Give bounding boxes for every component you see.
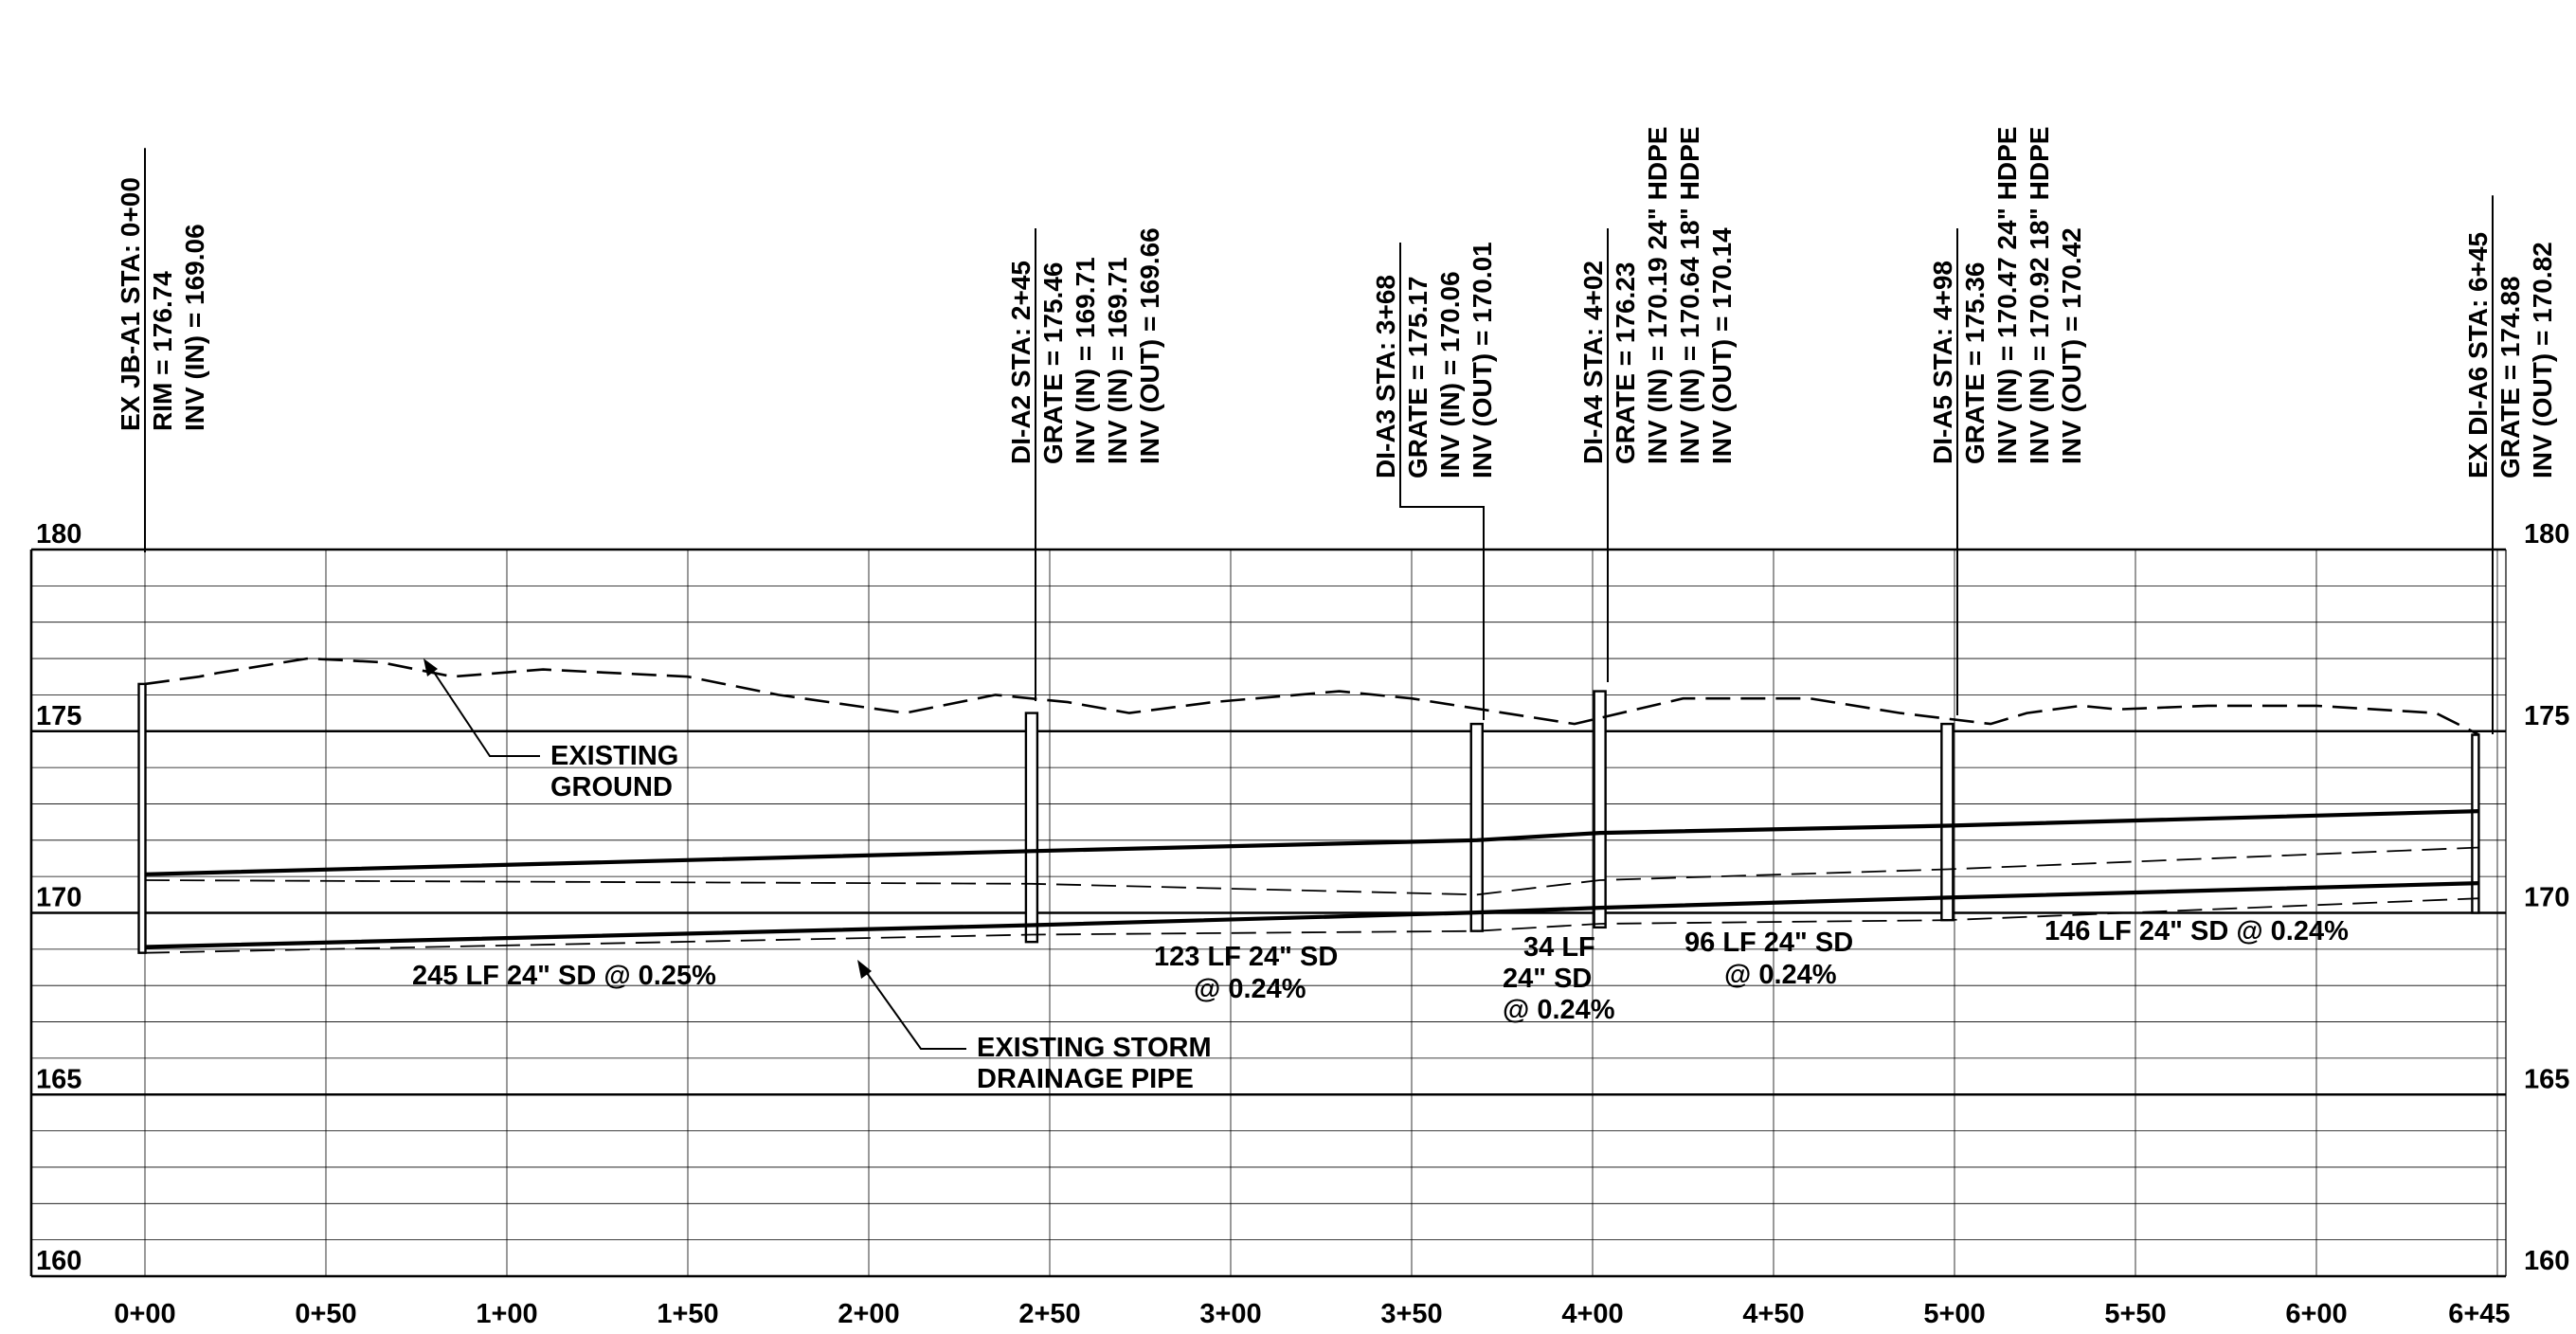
existing-ground-line <box>144 657 2480 736</box>
callout-leader <box>1399 478 1485 720</box>
station-tick-label: 5+00 <box>1923 1299 1985 1329</box>
elevation-tick-label-right: 165 <box>2524 1064 2569 1094</box>
annotation-label: DRAINAGE PIPE <box>977 1064 1194 1094</box>
structure-callout-title: DI-A2 STA: 2+45 <box>1006 261 1036 464</box>
structure-callout-line: INV (OUT) = 170.14 <box>1707 227 1737 464</box>
structure-callout-line: INV (IN) = 170.47 24" HDPE <box>1992 127 2022 464</box>
structure-callouts: EX JB-A1 STA: 0+00 RIM = 176.74 INV (IN) =… <box>116 127 2557 734</box>
existing-pipe-invert-line <box>144 897 2479 954</box>
annotation-label: EXISTING STORM <box>977 1033 1212 1063</box>
station-tick-label: 4+50 <box>1742 1299 1804 1329</box>
structure-callout-line: RIM = 176.74 <box>148 271 177 431</box>
elevation-tick-label-right: 180 <box>2524 519 2569 550</box>
elevation-tick-label-left: 170 <box>36 883 81 913</box>
structure-body <box>1593 690 1607 929</box>
elevation-tick-label-left: 180 <box>36 519 81 550</box>
station-tick-label: 2+50 <box>1018 1299 1080 1329</box>
pipe-crown-line <box>144 809 2479 876</box>
pipe-label: 123 LF 24" SD <box>1154 942 1338 972</box>
structure-callout-line: INV (IN) = 170.64 18" HDPE <box>1675 127 1704 464</box>
structure-callout-title: EX JB-A1 STA: 0+00 <box>116 177 145 431</box>
station-tick-label: 6+45 <box>2448 1299 2510 1329</box>
structure-callout-line: GRATE = 175.17 <box>1403 277 1432 478</box>
station-tick-label: 1+00 <box>476 1299 537 1329</box>
structure-callout-line: GRATE = 175.36 <box>1960 262 1990 464</box>
pipe-label: @ 0.24% <box>1194 974 1306 1004</box>
pipe-label: @ 0.24% <box>1503 995 1615 1025</box>
structure-callout-line: INV (OUT) = 170.01 <box>1468 242 1497 478</box>
structure-body <box>2471 733 2480 914</box>
structure-body <box>137 682 147 954</box>
pipe-invert-line <box>144 881 2479 949</box>
structure-body <box>1024 712 1039 944</box>
annotation-leader <box>866 972 966 1050</box>
annotation-leader <box>432 670 540 757</box>
elevation-tick-label-left: 175 <box>36 701 81 731</box>
annotation-label: EXISTING <box>550 741 678 771</box>
station-tick-label: 3+50 <box>1380 1299 1442 1329</box>
station-tick-label: 0+00 <box>114 1299 175 1329</box>
structure-callout-line: INV (IN) = 170.06 <box>1435 271 1465 478</box>
structure-callout-title: EX DI-A6 STA: 6+45 <box>2463 232 2493 478</box>
station-tick-label: 4+00 <box>1561 1299 1623 1329</box>
annotation-label: GROUND <box>550 772 673 802</box>
elevation-tick-label-right: 175 <box>2524 701 2569 731</box>
elevation-tick-label-right: 170 <box>2524 883 2569 913</box>
structure-callout-title: DI-A5 STA: 4+98 <box>1928 261 1957 464</box>
pipe-label: @ 0.24% <box>1724 960 1837 990</box>
structure-body <box>1469 722 1484 932</box>
structure-callout-title: DI-A3 STA: 3+68 <box>1371 275 1400 478</box>
station-tick-label: 1+50 <box>657 1299 718 1329</box>
axis-ticks: 0+00 0+50 1+00 1+50 2+00 2+50 3+00 3+50 4+00 4+50… <box>36 519 2569 1329</box>
structure-callout-line: GRATE = 175.46 <box>1038 262 1068 464</box>
structure-callout-line: INV (OUT) = 170.82 <box>2528 242 2557 478</box>
elevation-tick-label-left: 160 <box>36 1246 81 1276</box>
elevation-tick-label-left: 165 <box>36 1064 81 1094</box>
station-tick-label: 6+00 <box>2285 1299 2347 1329</box>
structure-callout-line: INV (IN) = 169.71 <box>1071 257 1100 464</box>
annotation-leaders <box>423 658 966 1050</box>
existing-pipe-crown-line <box>144 846 2479 896</box>
elevation-tick-label-right: 160 <box>2524 1246 2569 1276</box>
structure-callout-line: INV (IN) = 169.06 <box>180 224 209 431</box>
structure-body <box>1940 722 1955 922</box>
pipe-label: 245 LF 24" SD @ 0.25% <box>412 961 716 991</box>
structure-callout-line: INV (IN) = 170.92 18" HDPE <box>2025 127 2054 464</box>
structure-callout-line: INV (IN) = 169.71 <box>1103 257 1132 464</box>
station-tick-label: 5+50 <box>2104 1299 2166 1329</box>
station-tick-label: 2+00 <box>838 1299 899 1329</box>
arrowhead-icon <box>423 658 438 676</box>
structure-callout-line: INV (IN) = 170.19 24" HDPE <box>1643 127 1672 464</box>
profile-grid <box>29 548 2507 1278</box>
pipe-labels: 245 LF 24" SD @ 0.25%123 LF 24" SD@ 0.24… <box>412 741 2349 1094</box>
pipe-label: 24" SD <box>1503 964 1592 994</box>
structure-callout-title: DI-A4 STA: 4+02 <box>1578 261 1608 464</box>
arrowhead-icon <box>857 960 872 979</box>
structure-callout-line: GRATE = 176.23 <box>1611 262 1640 464</box>
pipe-label: 146 LF 24" SD @ 0.24% <box>2045 916 2349 946</box>
profile-lines-layer <box>144 657 2480 954</box>
structure-callout-line: INV (OUT) = 170.42 <box>2057 227 2086 464</box>
station-tick-label: 3+00 <box>1199 1299 1261 1329</box>
station-tick-label: 0+50 <box>295 1299 356 1329</box>
pipe-label: 34 LF <box>1523 932 1595 963</box>
pipe-label: 96 LF 24" SD <box>1684 928 1853 958</box>
structure-callout-line: INV (OUT) = 169.66 <box>1135 227 1164 464</box>
structure-callout-line: GRATE = 174.88 <box>2495 277 2525 478</box>
